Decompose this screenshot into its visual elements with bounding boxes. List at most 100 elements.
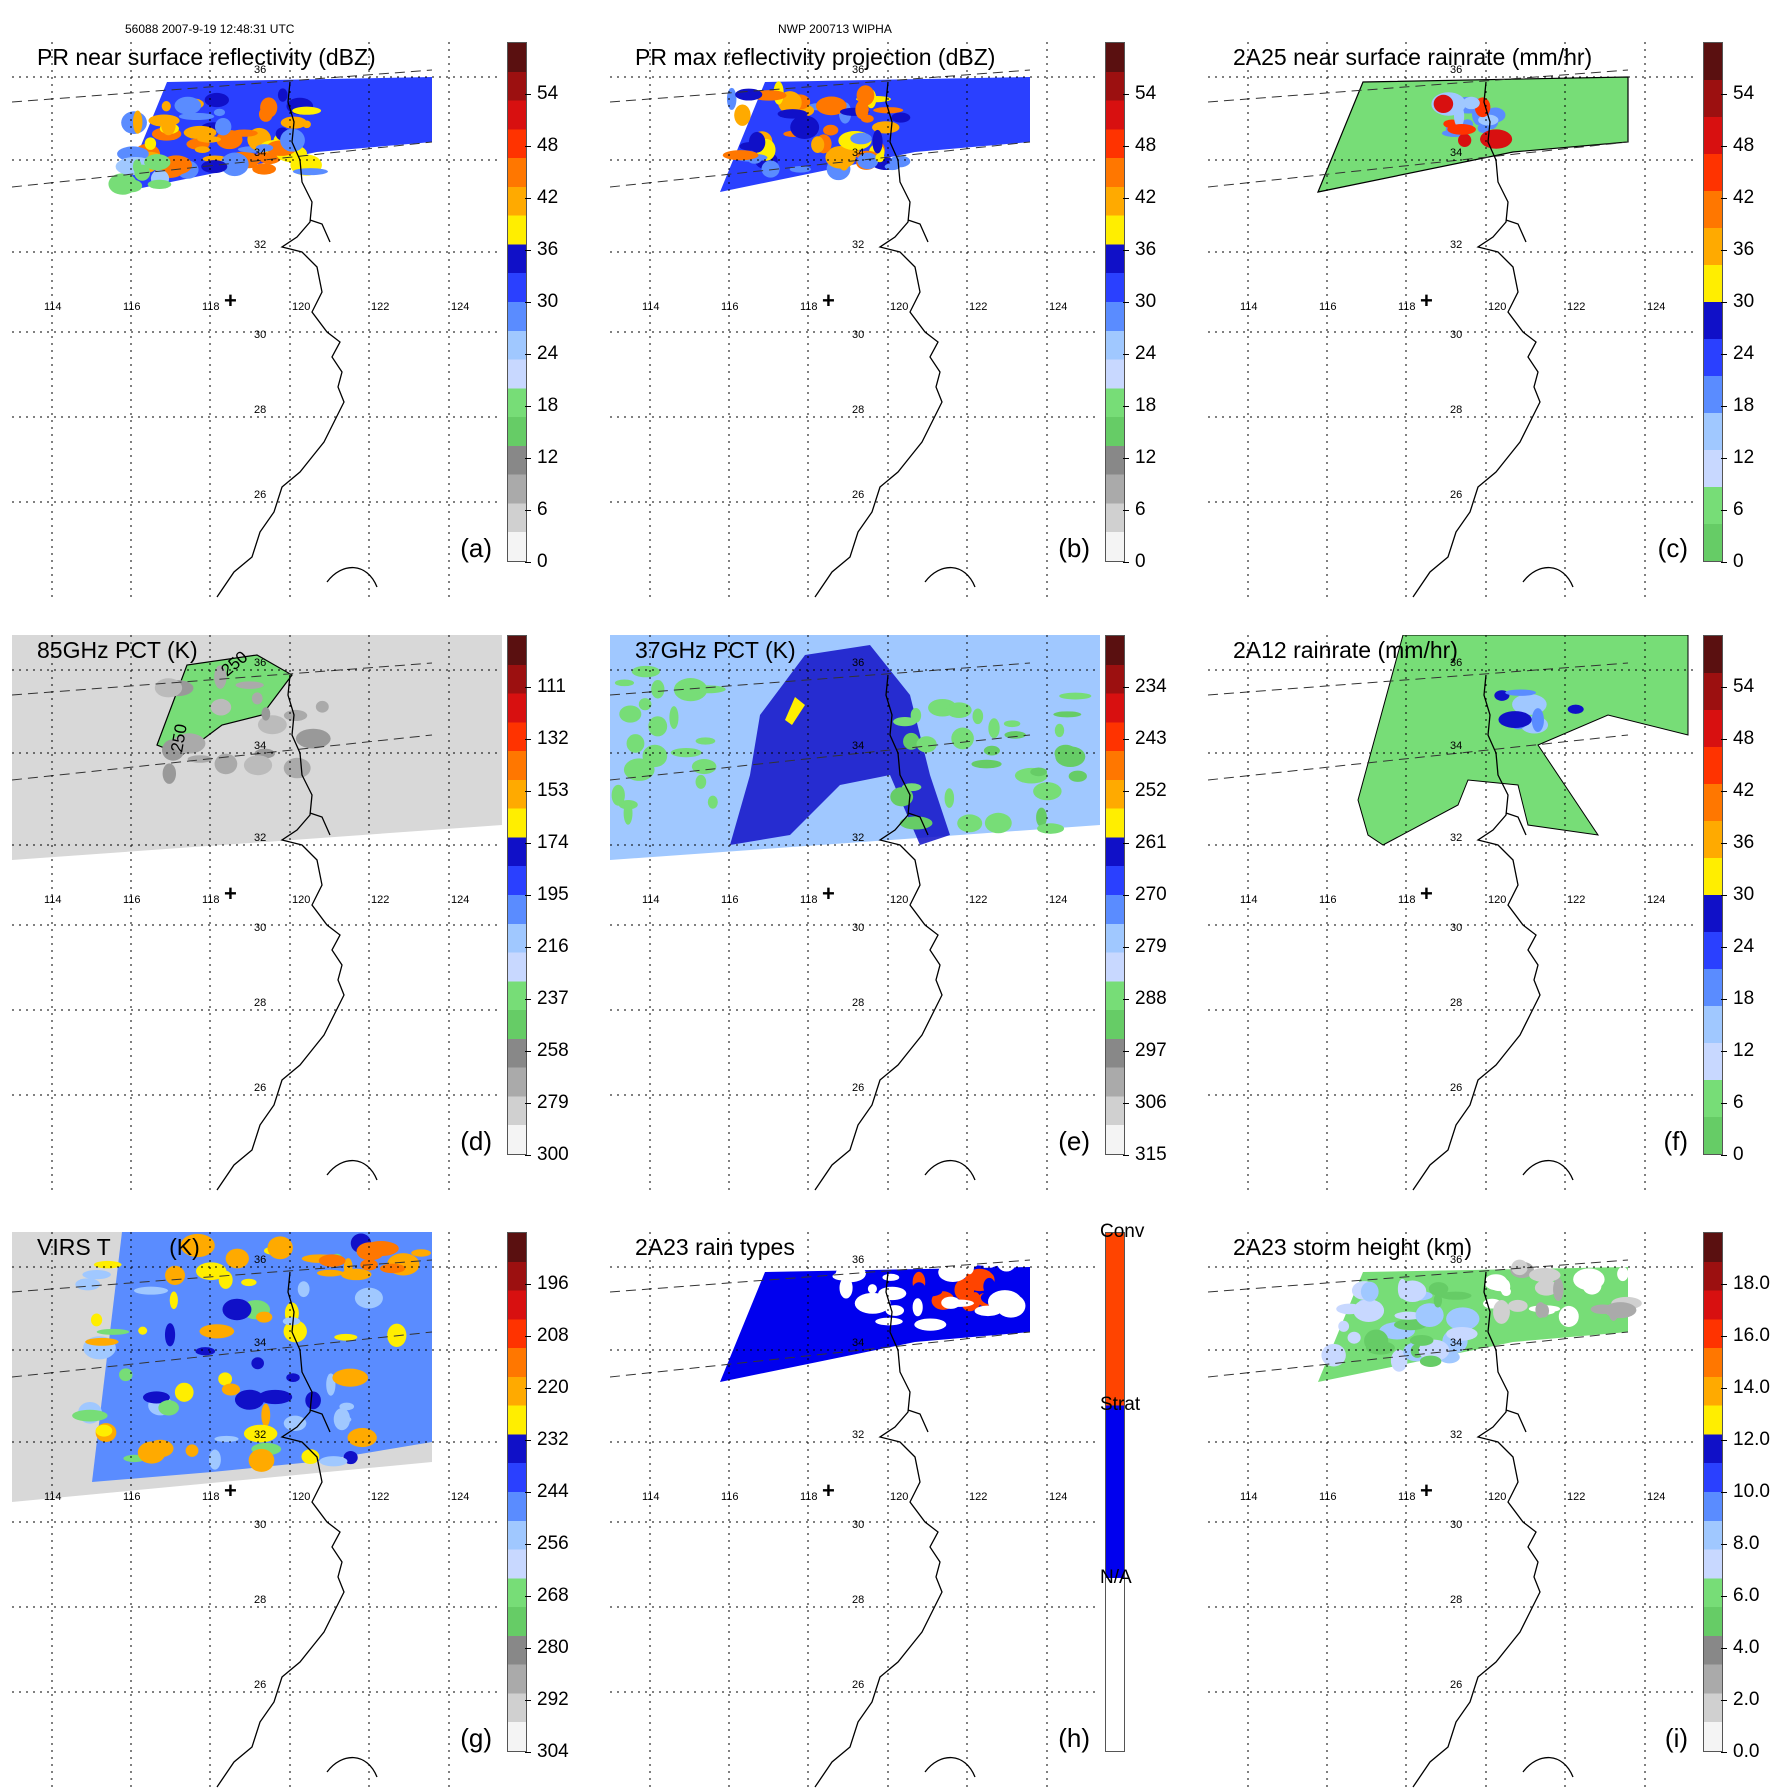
colorbar-tick: [525, 510, 531, 511]
echo-cell: [891, 112, 911, 123]
coastline: [1505, 1409, 1527, 1433]
height-cell: [1398, 1280, 1427, 1303]
tb-texture: [957, 814, 983, 833]
longitude-label: 122: [1567, 301, 1585, 313]
colorbar-tick: [525, 1440, 531, 1441]
colorbar-tick: [525, 1103, 531, 1104]
latitude-label: 32: [1450, 1429, 1462, 1441]
cloud-cell: [286, 1373, 300, 1383]
cloud-cell: [258, 1389, 293, 1405]
cloud-cell: [251, 1357, 264, 1370]
longitude-label: 118: [800, 894, 818, 906]
echo-cell: [277, 88, 288, 102]
height-cell: [1394, 1311, 1422, 1320]
tb-texture: [695, 774, 707, 789]
colorbar-tick-label: 12: [1733, 447, 1755, 468]
tb-texture: [261, 707, 271, 721]
rain-cell: [1567, 704, 1584, 714]
longitude-label: 124: [1647, 1491, 1665, 1503]
cloud-cell: [222, 1298, 252, 1321]
cloud-cell: [90, 1313, 103, 1327]
echo-cell: [258, 106, 273, 122]
longitude-label: 120: [292, 1491, 310, 1503]
colorbar-tick-label: 4.0: [1733, 1637, 1760, 1658]
tb-texture: [251, 692, 263, 705]
colorbar-tick: [1721, 843, 1727, 844]
colorbar-tick: [525, 198, 531, 199]
cloud-cell: [347, 1428, 377, 1448]
colorbar-tick-label: 256: [537, 1533, 569, 1554]
map-panel-a: 114 116 118 120 122 124 36 34 32 30 28 26 + PR near s…: [12, 42, 587, 602]
colorbar-tick: [1721, 1544, 1727, 1545]
longitude-label: 120: [890, 1491, 908, 1503]
height-cell: [1511, 1259, 1528, 1276]
map-panel-e: 114 116 118 120 122 124 36 34 32 30 28 26 +37GHz PCT…: [610, 635, 1185, 1195]
cloud-cell: [241, 1278, 257, 1287]
cloud-cell: [185, 1444, 199, 1457]
colorbar-tick: [1721, 1700, 1727, 1701]
panel-letter: (c): [1657, 533, 1688, 563]
colorbar-tick: [525, 999, 531, 1000]
latitude-label: 28: [254, 1594, 266, 1606]
tb-texture: [944, 788, 955, 808]
colorbar-tick: [1721, 458, 1727, 459]
cloud-cell: [75, 1278, 101, 1291]
height-cell: [1573, 1268, 1605, 1291]
tb-texture: [648, 716, 668, 737]
no-rain-gap: [839, 1277, 853, 1299]
colorbar-tick-label: 279: [1135, 936, 1167, 957]
cloud-cell: [411, 1249, 432, 1257]
colorbar-tick-label: 288: [1135, 988, 1167, 1009]
echo-cell: [144, 137, 157, 150]
colorbar: [1703, 1232, 1723, 1752]
longitude-label: 124: [1647, 301, 1665, 313]
echo-cell: [132, 159, 142, 174]
echo-cell: [204, 92, 229, 108]
echo-cell: [213, 108, 226, 117]
longitude-label: 114: [642, 301, 660, 313]
colorbar-tick: [1721, 1492, 1727, 1493]
height-cell: [1360, 1281, 1379, 1302]
cloud-cell: [282, 1317, 301, 1326]
colorbar-tick-label: 18: [1733, 988, 1755, 1009]
colorbar-tick: [525, 1388, 531, 1389]
cloud-cell: [267, 1236, 293, 1260]
echo-cell: [761, 160, 780, 178]
map-panel-h: 114 116 118 120 122 124 36 34 32 30 28 26 +2A23 rain…: [610, 1221, 1185, 1792]
latitude-label: 30: [254, 922, 266, 934]
colorbar-tick-label: 244: [537, 1481, 569, 1502]
colorbar-tick: [525, 843, 531, 844]
echo-cell: [790, 115, 820, 140]
colorbar-tick: [525, 562, 531, 563]
swath-edge: [610, 141, 1031, 188]
tb-texture: [623, 758, 655, 781]
rain-cell: [1447, 124, 1476, 135]
colorbar-tick: [1721, 1596, 1727, 1597]
height-cell: [1336, 1303, 1363, 1315]
map-panel-i: 114 116 118 120 122 124 36 34 32 30 28 26 +2A23 stor…: [1208, 1232, 1771, 1792]
colorbar-tick: [525, 895, 531, 896]
colorbar-tick: [525, 1752, 531, 1753]
latitude-label: 34: [1450, 740, 1462, 752]
colorbar-tick: [1721, 687, 1727, 688]
colorbar-tick: [525, 1544, 531, 1545]
cloud-cell: [72, 1409, 108, 1422]
no-rain-gap: [941, 1296, 961, 1309]
panel-letter: (g): [460, 1723, 492, 1753]
echo-cell: [872, 129, 883, 154]
echo-cell: [144, 154, 171, 171]
colorbar-tick: [525, 687, 531, 688]
panel-title: VIRS T (K): [37, 1234, 200, 1261]
colorbar-tick-label: 270: [1135, 884, 1167, 905]
latitude-label: 36: [852, 1254, 864, 1266]
tb-texture: [916, 736, 937, 753]
colorbar-tick: [1123, 739, 1129, 740]
coastline: [309, 812, 331, 836]
storm-center-marker: +: [822, 1478, 835, 1503]
rain-swath: [1317, 76, 1629, 193]
swath-edge: [12, 69, 433, 103]
tb-texture: [623, 801, 633, 825]
swath-edge: [1208, 69, 1629, 103]
tb-texture: [154, 678, 183, 698]
height-cell: [1604, 1302, 1637, 1319]
